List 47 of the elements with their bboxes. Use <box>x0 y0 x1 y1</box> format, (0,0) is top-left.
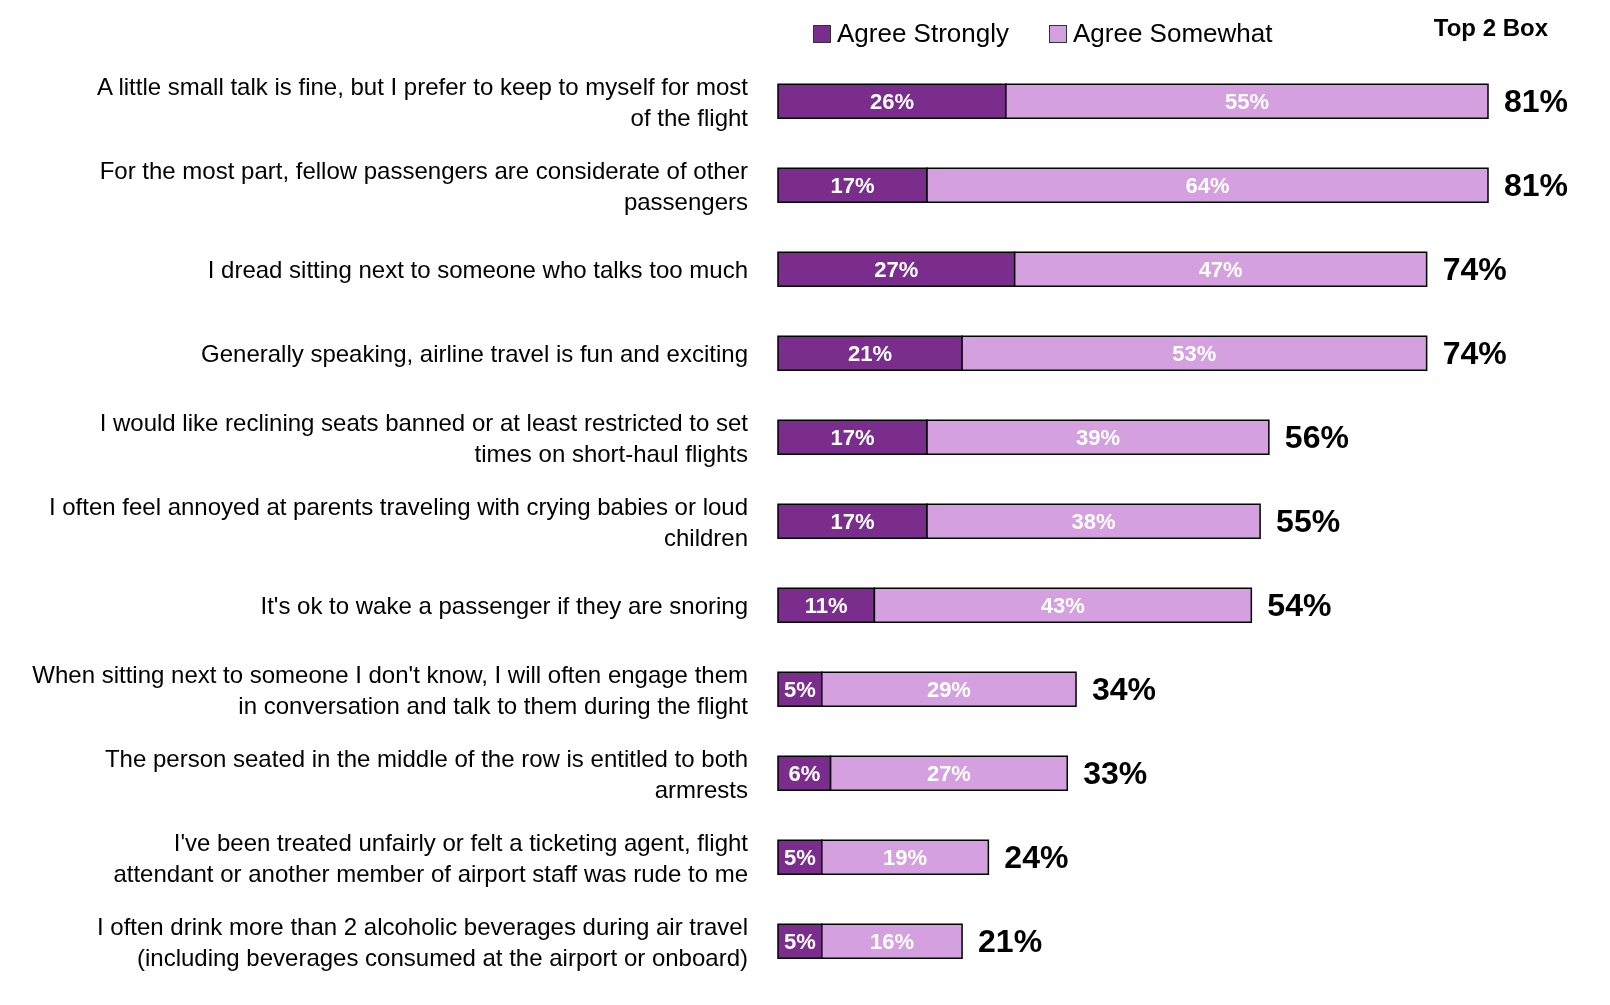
data-label: 17% <box>830 172 875 198</box>
data-label: 6% <box>788 760 821 786</box>
total-label: 74% <box>1442 251 1507 288</box>
y-tick-label: I dread sitting next to someone who talks too much <box>207 255 748 283</box>
data-label: 27% <box>926 760 971 786</box>
total-label: 54% <box>1267 587 1332 624</box>
data-label: 5% <box>784 844 816 870</box>
total-label: 74% <box>1442 335 1507 372</box>
total-label: 81% <box>1504 83 1569 120</box>
y-tick-label: Generally speaking, airline travel is fun and exciting <box>201 339 748 367</box>
data-label: 11% <box>804 592 848 618</box>
data-label: 38% <box>1071 508 1116 534</box>
total-label: 81% <box>1504 167 1569 204</box>
y-tick-label: The person seated in the middle of the row is entitled to both armrests <box>104 744 748 802</box>
y-tick-label: For the most part, fellow passengers are considerate of other passengers <box>99 156 749 214</box>
legend-label: Agree Somewhat <box>1072 18 1273 49</box>
data-label: 16% <box>869 928 914 954</box>
data-label: 21% <box>848 340 893 366</box>
y-tick-label: I would like reclining seats banned or at least restricted to set times on short-haul flights <box>99 408 749 466</box>
data-label: 53% <box>1172 340 1217 366</box>
y-tick-label: When sitting next to someone I don't know, I will often engage them in conversation and talk to them during the flight <box>32 660 749 718</box>
data-label: 39% <box>1075 424 1120 450</box>
data-label: 17% <box>830 508 875 534</box>
total-label: 55% <box>1276 503 1341 540</box>
y-tick-label: It's ok to wake a passenger if they are snoring <box>260 591 748 619</box>
y-tick-label: A little small talk is fine, but I prefer to keep to myself for most of the flight <box>97 72 749 130</box>
total-label: 24% <box>1004 839 1069 876</box>
data-label: 5% <box>784 676 816 702</box>
data-label: 29% <box>926 676 971 702</box>
data-label: 19% <box>883 844 928 870</box>
total-label: 56% <box>1284 419 1349 456</box>
data-label: 5% <box>784 928 816 954</box>
data-label: 27% <box>874 256 919 282</box>
data-label: 64% <box>1185 172 1230 198</box>
total-label: 34% <box>1092 671 1157 708</box>
data-label: 47% <box>1198 256 1243 282</box>
data-label: 43% <box>1040 592 1085 618</box>
y-tick-label: I often feel annoyed at parents traveling with crying babies or loud children <box>48 492 748 550</box>
total-label: 21% <box>978 923 1043 960</box>
y-tick-label: I've been treated unfairly or felt a ticketing agent, flight attendant or another member of airport staff was rude to me <box>113 828 749 886</box>
data-label: 26% <box>869 88 914 114</box>
y-tick-label: I often drink more than 2 alcoholic beverages during air travel (including beverages consumed at the airport or onboard) <box>96 912 748 970</box>
data-label: 17% <box>830 424 875 450</box>
data-label: 55% <box>1224 88 1269 114</box>
text: Top 2 Box <box>1433 14 1548 42</box>
legend-label: Agree Strongly <box>837 18 1009 49</box>
total-label: 33% <box>1083 755 1148 792</box>
